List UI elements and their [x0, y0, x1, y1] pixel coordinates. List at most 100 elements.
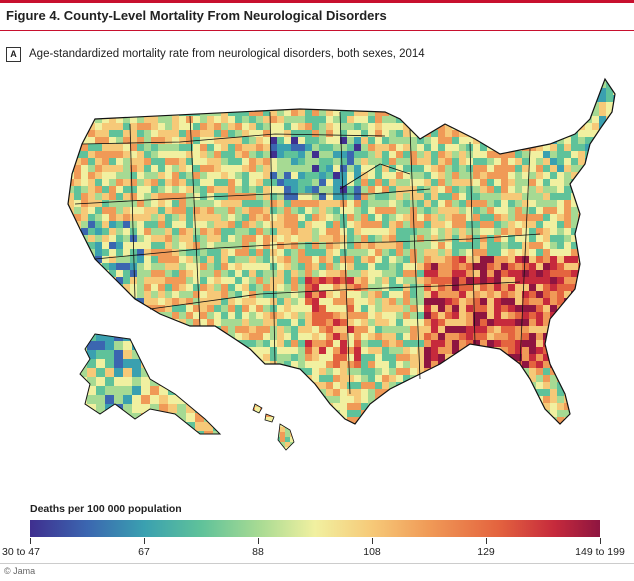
county-cell [172, 221, 180, 229]
county-cell [389, 389, 397, 397]
county-cell [354, 333, 362, 341]
county-cell [221, 221, 229, 229]
county-cell [172, 249, 180, 257]
county-cell [571, 200, 579, 208]
county-cell [172, 102, 180, 110]
county-cell [438, 123, 446, 131]
county-cell [137, 326, 145, 334]
county-cell [445, 361, 453, 369]
county-cell [368, 263, 376, 271]
county-cell [67, 424, 74, 431]
county-cell [529, 95, 537, 103]
county-cell [536, 130, 544, 138]
county-cell [333, 214, 341, 222]
county-cell [459, 291, 467, 299]
county-cell [291, 179, 299, 187]
county-cell [249, 186, 257, 194]
county-cell [319, 424, 326, 431]
county-cell [592, 151, 600, 159]
county-cell [130, 228, 138, 236]
county-cell [109, 123, 117, 131]
county-cell [114, 386, 124, 396]
county-cell [109, 263, 117, 271]
county-cell [480, 375, 488, 383]
county-cell [508, 172, 516, 180]
county-cell [74, 88, 82, 96]
county-cell [177, 350, 187, 360]
county-cell [172, 333, 180, 341]
county-cell [410, 403, 418, 411]
county-cell [536, 354, 544, 362]
county-cell [501, 109, 509, 117]
county-cell [375, 270, 383, 278]
county-cell [132, 359, 142, 369]
county-cell [235, 354, 243, 362]
county-cell [284, 179, 292, 187]
county-cell [123, 386, 133, 396]
county-cell [284, 403, 292, 411]
county-cell [452, 284, 460, 292]
county-cell [557, 193, 565, 201]
county-cell [60, 312, 67, 319]
county-cell [186, 193, 194, 201]
county-cell [298, 333, 306, 341]
county-cell [473, 158, 481, 166]
county-cell [361, 228, 369, 236]
county-cell [340, 354, 348, 362]
county-cell [200, 151, 208, 159]
county-cell [123, 341, 133, 351]
county-cell [606, 200, 614, 208]
county-cell [333, 158, 341, 166]
county-cell [284, 326, 292, 334]
county-cell [285, 422, 291, 428]
county-cell [200, 200, 208, 208]
county-cell [284, 277, 292, 285]
county-cell [150, 413, 160, 423]
county-cell [214, 389, 222, 397]
county-cell [445, 347, 453, 355]
county-cell [228, 207, 236, 215]
county-cell [410, 347, 418, 355]
county-cell [438, 424, 445, 431]
county-cell [599, 186, 607, 194]
county-cell [543, 144, 551, 152]
conus-outline [67, 77, 616, 425]
county-cell [410, 109, 418, 117]
county-cell [508, 235, 516, 243]
county-cell [494, 79, 502, 82]
county-cell [179, 200, 187, 208]
county-cell [585, 221, 593, 229]
county-cell [543, 123, 551, 131]
county-cell [550, 263, 558, 271]
county-cell [550, 235, 558, 243]
county-cell [417, 319, 425, 327]
county-cell [333, 228, 341, 236]
county-cell [445, 200, 453, 208]
county-cell [177, 413, 187, 423]
county-cell [599, 417, 607, 424]
county-cell [270, 186, 278, 194]
county-cell [592, 165, 600, 173]
county-cell [571, 102, 579, 110]
county-cell [284, 137, 292, 145]
county-cell [214, 354, 222, 362]
county-cell [158, 151, 166, 159]
county-cell [284, 305, 292, 313]
county-cell [305, 102, 313, 110]
county-cell [74, 277, 82, 285]
county-cell [564, 172, 572, 180]
county-cell [487, 81, 495, 89]
county-cell [81, 123, 89, 131]
county-cell [375, 354, 383, 362]
county-cell [410, 116, 418, 124]
county-cell [368, 179, 376, 187]
county-cell [536, 207, 544, 215]
county-cell [326, 375, 334, 383]
county-cell [354, 403, 362, 411]
county-cell [186, 413, 196, 423]
county-cell [515, 291, 523, 299]
county-cell [396, 193, 404, 201]
county-cell [354, 424, 361, 431]
county-cell [193, 396, 201, 404]
county-cell [389, 347, 397, 355]
